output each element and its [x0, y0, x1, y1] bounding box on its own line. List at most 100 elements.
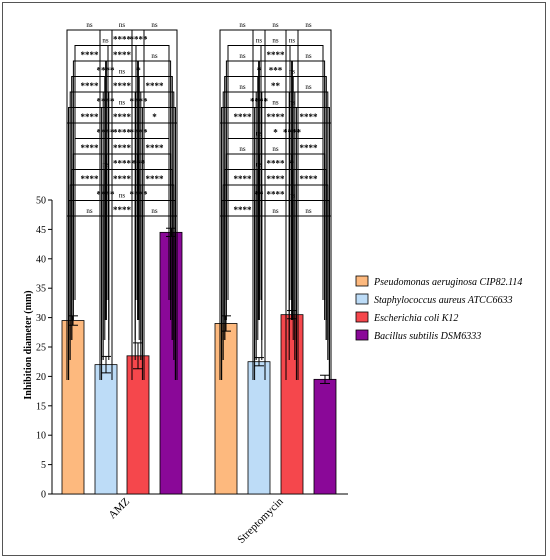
significance-label: **** — [81, 112, 100, 122]
significance-bracket — [255, 91, 296, 360]
legend-label: Staphylococcus aureus ATCC6633 — [374, 295, 513, 306]
legend-label: Pseudomonas aeruginosa CIP82.114 — [373, 277, 522, 288]
category-label: Streptomycin — [235, 495, 286, 546]
y-tick-label: 50 — [36, 196, 46, 207]
y-tick-label: 35 — [36, 284, 46, 295]
y-axis-label: Inhibition diameter (mm) — [23, 290, 34, 399]
bar — [126, 355, 150, 495]
bar — [313, 378, 337, 495]
significance-label: * — [152, 112, 157, 122]
significance-brackets: ns **** ns**** ****ns**** **** ****ns ********… — [66, 21, 332, 380]
significance-label: ns — [272, 37, 279, 45]
significance-bracket — [66, 29, 113, 280]
significance-bracket — [221, 200, 330, 360]
y-tick-label: 15 — [36, 401, 46, 412]
significance-bracket — [99, 215, 145, 380]
y-tick-label: 10 — [36, 431, 46, 442]
significance-label: ns — [239, 83, 246, 91]
significance-bracket — [131, 215, 178, 380]
significance-label: **** — [234, 174, 253, 184]
significance-bracket — [68, 107, 176, 380]
significance-label: ** — [271, 81, 281, 91]
y-tick-label: 20 — [36, 372, 46, 383]
significance-bracket — [102, 91, 142, 360]
significance-bracket — [69, 91, 110, 360]
legend-swatch — [355, 329, 369, 341]
significance-label: **** — [113, 81, 132, 91]
significance-label: **** — [113, 143, 132, 153]
bar — [61, 320, 85, 495]
bar — [247, 361, 271, 495]
significance-label: **** — [267, 159, 286, 169]
significance-label: ns — [151, 21, 158, 29]
significance-label: ns — [239, 145, 246, 153]
significance-bracket — [285, 215, 332, 380]
y-tick-label: 25 — [36, 343, 46, 354]
significance-label: ns — [239, 52, 246, 60]
significance-label: **** — [267, 112, 286, 122]
significance-bracket — [288, 91, 329, 360]
legend-swatch — [355, 293, 369, 305]
significance-label: *** — [269, 66, 283, 76]
significance-bracket — [219, 215, 266, 380]
significance-label: **** — [267, 190, 286, 200]
significance-label: ns — [86, 207, 93, 215]
significance-label: **** — [300, 174, 319, 184]
significance-bracket — [219, 29, 266, 280]
significance-bracket — [221, 107, 330, 380]
significance-label: **** — [234, 205, 253, 215]
significance-label: **** — [113, 128, 132, 138]
legend-label: Bacillus subtilis DSM6333 — [374, 331, 481, 342]
significance-label: **** — [113, 159, 132, 169]
significance-bracket — [224, 76, 327, 340]
significance-label: **** — [113, 50, 132, 60]
significance-label: ns — [305, 52, 312, 60]
significance-label: ns — [239, 21, 246, 29]
significance-label: ns — [119, 99, 126, 107]
significance-bracket — [137, 60, 172, 320]
significance-label: **** — [113, 174, 132, 184]
significance-bracket — [72, 60, 107, 320]
legend-swatch — [355, 275, 369, 287]
y-tick-label: 40 — [36, 254, 46, 265]
significance-label: **** — [113, 205, 132, 215]
significance-label: ns — [102, 37, 109, 45]
y-tick-label: 30 — [36, 313, 46, 324]
significance-label: **** — [113, 35, 132, 45]
significance-bracket — [68, 200, 176, 360]
significance-label: ns — [272, 207, 279, 215]
significance-bracket — [291, 60, 326, 320]
significance-label: ns — [272, 145, 279, 153]
category-labels: AMZ Streptomycin — [106, 495, 286, 546]
y-tick-label: 45 — [36, 225, 46, 236]
significance-label: **** — [267, 50, 286, 60]
significance-bracket — [227, 45, 324, 300]
significance-label: **** — [300, 143, 319, 153]
significance-bracket — [258, 60, 293, 320]
significance-label: ns — [119, 21, 126, 29]
significance-label: ns — [272, 21, 279, 29]
significance-bracket — [66, 215, 113, 380]
significance-label: **** — [146, 81, 165, 91]
y-tick-label: 0 — [41, 490, 46, 501]
significance-bracket — [285, 29, 332, 280]
significance-label: ns — [151, 52, 158, 60]
y-tick-label: 5 — [41, 460, 46, 471]
significance-bracket — [134, 91, 175, 360]
significance-label: ns — [119, 68, 126, 76]
significance-bracket — [252, 29, 299, 280]
significance-label: ns — [86, 21, 93, 29]
significance-bracket — [252, 215, 299, 380]
significance-label: **** — [130, 35, 149, 45]
significance-label: **** — [81, 81, 100, 91]
significance-label: **** — [113, 112, 132, 122]
significance-label: **** — [234, 112, 253, 122]
bar — [280, 314, 304, 495]
significance-label: ns — [289, 37, 296, 45]
category-label: AMZ — [106, 495, 132, 521]
legend-swatch — [355, 311, 369, 323]
significance-label: ns — [305, 21, 312, 29]
significance-bracket — [99, 29, 145, 280]
significance-bracket — [131, 29, 178, 280]
